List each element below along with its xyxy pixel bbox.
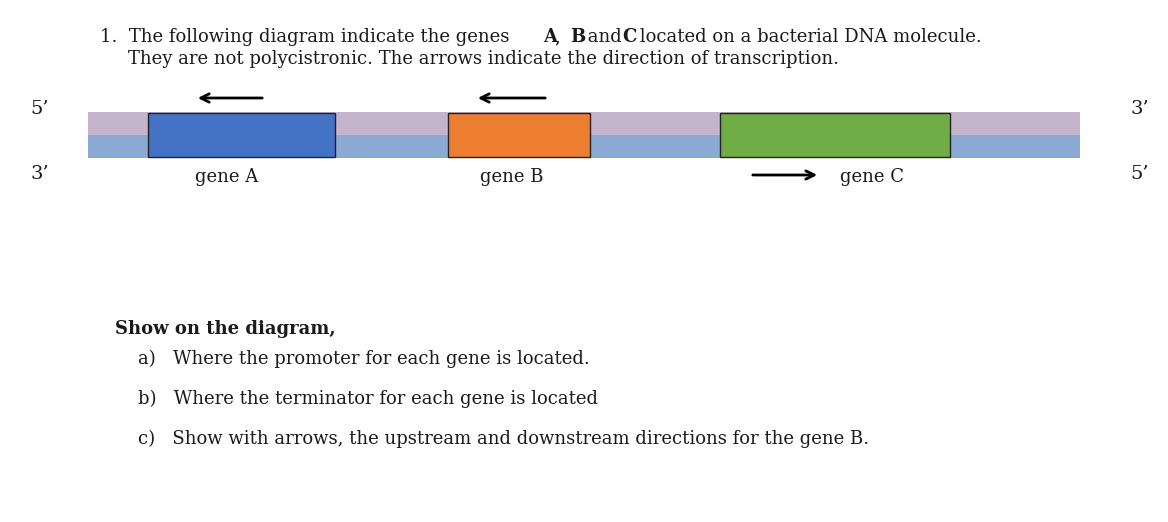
Text: C: C <box>623 28 637 46</box>
Text: 3’: 3’ <box>1129 100 1149 118</box>
Text: c)   Show with arrows, the upstream and downstream directions for the gene B.: c) Show with arrows, the upstream and do… <box>114 430 869 448</box>
Text: Show on the diagram,: Show on the diagram, <box>114 320 335 338</box>
Text: b)   Where the terminator for each gene is located: b) Where the terminator for each gene is… <box>114 390 598 408</box>
Text: gene A: gene A <box>195 168 258 186</box>
Text: 5’: 5’ <box>30 100 49 118</box>
Text: located on a bacterial DNA molecule.: located on a bacterial DNA molecule. <box>634 28 982 46</box>
Text: 1.  The following diagram indicate the genes: 1. The following diagram indicate the ge… <box>100 28 515 46</box>
Text: A: A <box>543 28 557 46</box>
Text: 5’: 5’ <box>1129 165 1148 183</box>
Text: gene B: gene B <box>480 168 543 186</box>
Text: ,: , <box>555 28 566 46</box>
Bar <box>88 112 1080 135</box>
Text: gene C: gene C <box>840 168 904 186</box>
Bar <box>148 113 335 157</box>
Text: 3’: 3’ <box>30 165 49 183</box>
Text: B: B <box>570 28 585 46</box>
Text: and: and <box>582 28 627 46</box>
Text: They are not polycistronic. The arrows indicate the direction of transcription.: They are not polycistronic. The arrows i… <box>128 50 839 68</box>
Text: a)   Where the promoter for each gene is located.: a) Where the promoter for each gene is l… <box>114 350 590 368</box>
Bar <box>88 135 1080 158</box>
Bar <box>719 113 950 157</box>
Bar <box>449 113 590 157</box>
